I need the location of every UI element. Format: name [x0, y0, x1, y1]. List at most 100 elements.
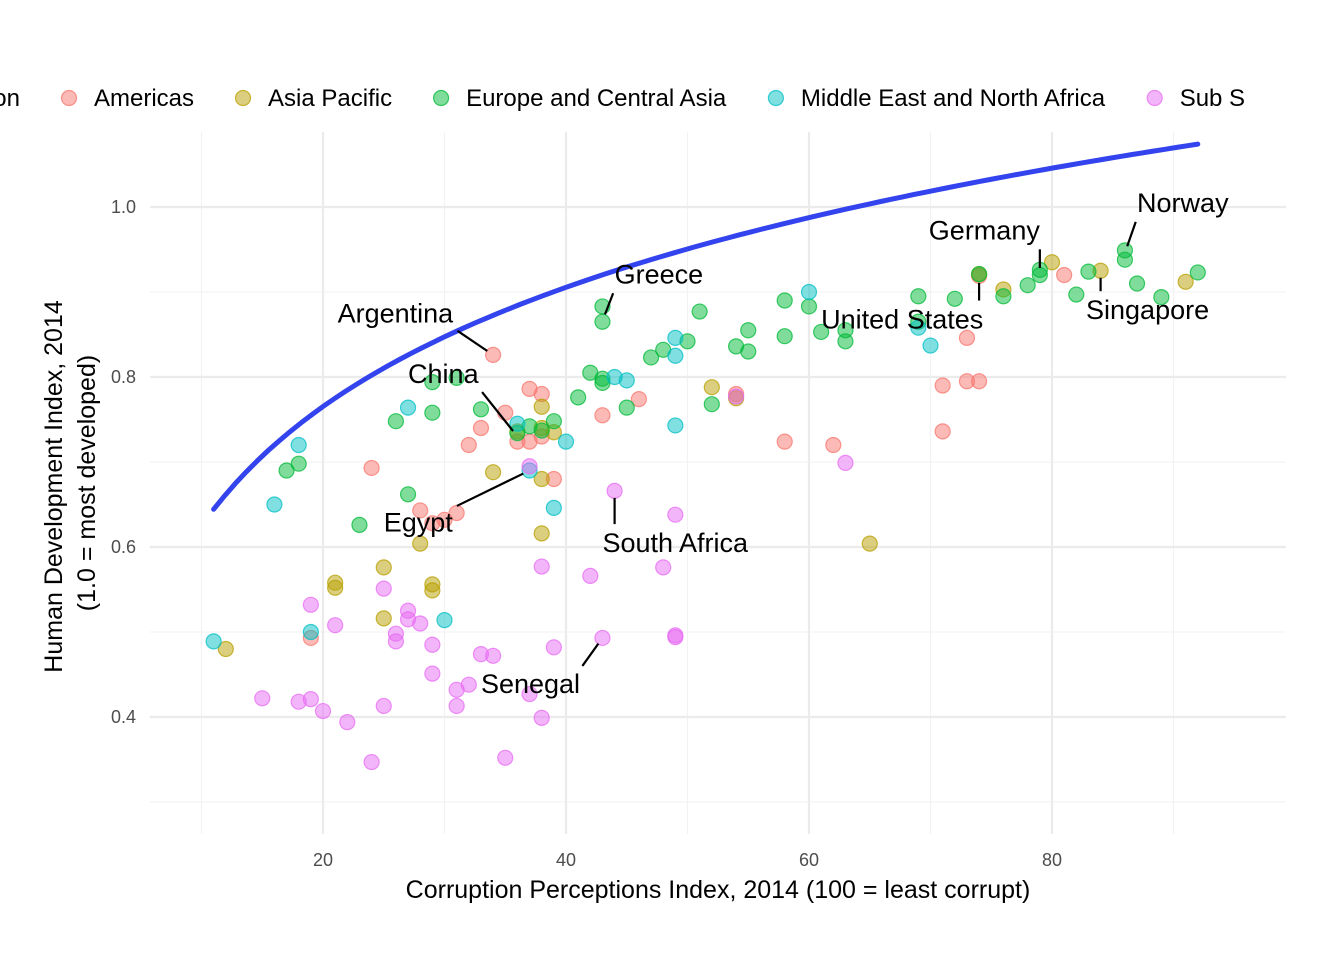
data-point-europe: [1068, 286, 1085, 303]
y-axis-title: Human Development Index, 2014 (1.0 = mos…: [40, 293, 101, 672]
data-point-americas: [448, 504, 465, 522]
annotation-label: Germany: [929, 215, 1041, 245]
data-point-mena: [302, 623, 319, 641]
y-axis-title-line-2: (1.0 = most developed): [73, 355, 101, 611]
data-point-americas: [970, 373, 988, 390]
points-layer: [205, 242, 1206, 771]
data-point-ssa: [302, 596, 319, 613]
annotation-leader-line: [481, 391, 514, 432]
legend-label: Asia Pacific: [268, 85, 392, 112]
annotation-label: Singapore: [1086, 295, 1209, 325]
data-point-ssa: [339, 713, 356, 731]
y-axis-title-line-1: Human Development Index, 2014: [40, 300, 68, 673]
data-point-ssa: [521, 458, 538, 475]
data-point-americas: [1056, 266, 1073, 284]
data-point-europe: [1080, 263, 1097, 280]
data-point-europe: [813, 323, 830, 341]
data-point-europe: [570, 389, 587, 406]
data-point-ssa: [412, 615, 429, 632]
legend-label: Middle East and North Africa: [801, 85, 1106, 112]
trend-layer: [211, 141, 1201, 512]
data-point-europe: [995, 288, 1012, 305]
data-point-asia: [217, 640, 234, 658]
legend-label: Europe and Central Asia: [466, 85, 727, 112]
data-point-ssa: [545, 639, 562, 656]
data-point-ssa: [460, 676, 477, 693]
data-point-mena: [667, 329, 684, 346]
annotation-leader-line: [456, 472, 524, 507]
data-point-asia: [703, 379, 720, 396]
data-point-europe: [1189, 264, 1206, 281]
x-tick-label: 60: [799, 850, 819, 870]
data-point-mena: [557, 433, 575, 450]
data-point-americas: [934, 423, 951, 440]
x-tick-label: 80: [1042, 850, 1062, 870]
legend-key: [1146, 89, 1163, 107]
data-point-ssa: [655, 559, 672, 576]
annotation-label: South Africa: [602, 528, 749, 558]
annotation-leader-line: [603, 292, 615, 315]
legend-key: [432, 89, 450, 107]
data-point-asia: [424, 582, 441, 599]
data-point-europe: [1153, 289, 1170, 306]
data-point-europe: [618, 399, 635, 416]
data-point-asia: [1043, 254, 1061, 271]
data-point-mena: [290, 436, 307, 454]
legend-key: [767, 89, 784, 107]
data-point-ssa: [594, 629, 611, 647]
data-point-europe: [691, 303, 708, 320]
y-tick-label: 0.4: [111, 707, 136, 727]
legend-key: [60, 89, 78, 107]
data-point-ssa: [606, 482, 623, 499]
data-point-ssa: [485, 647, 502, 664]
data-point-ssa: [448, 697, 465, 715]
data-point-ssa: [533, 558, 550, 575]
data-point-europe: [642, 349, 660, 366]
data-point-asia: [412, 535, 429, 552]
annotation-label: United States: [821, 305, 983, 335]
data-point-mena: [509, 415, 526, 432]
data-point-asia: [533, 525, 550, 542]
data-point-americas: [958, 329, 976, 346]
data-point-europe: [970, 266, 988, 283]
data-point-europe: [387, 413, 404, 430]
data-point-ssa: [667, 628, 684, 646]
data-point-europe: [1128, 275, 1146, 292]
grid: [150, 132, 1286, 834]
data-point-europe: [946, 290, 963, 307]
annotation-label: China: [408, 359, 480, 389]
annotation-label: Greece: [615, 260, 704, 290]
data-point-ssa: [375, 697, 392, 715]
data-point-mena: [922, 337, 939, 354]
y-tick-label: 1.0: [111, 197, 136, 217]
annotation-label: Egypt: [384, 508, 454, 538]
data-point-asia: [533, 398, 550, 415]
data-point-ssa: [521, 685, 538, 703]
data-point-ssa: [314, 702, 332, 720]
x-tick-label: 20: [313, 850, 333, 870]
data-point-asia: [375, 610, 392, 627]
data-point-ssa: [533, 709, 550, 726]
legend-label: Sub S: [1180, 85, 1245, 112]
data-point-ssa: [424, 636, 441, 653]
data-point-europe: [545, 413, 562, 430]
data-point-americas: [485, 346, 502, 363]
data-point-ssa: [327, 617, 344, 634]
data-point-americas: [934, 377, 951, 394]
data-point-ssa: [582, 567, 599, 585]
data-point-europe: [776, 292, 793, 309]
data-point-europe: [776, 328, 793, 345]
data-point-mena: [667, 347, 684, 364]
data-point-mena: [266, 496, 283, 513]
data-point-mena: [667, 417, 684, 434]
data-point-ssa: [302, 691, 319, 708]
data-point-ssa: [727, 388, 745, 405]
data-point-asia: [1177, 273, 1194, 290]
data-point-asia: [533, 470, 550, 488]
data-point-europe: [740, 322, 757, 339]
data-point-asia: [861, 535, 878, 552]
data-point-americas: [825, 436, 842, 454]
legend-label: Americas: [94, 85, 194, 112]
trend-line: [211, 141, 1201, 512]
